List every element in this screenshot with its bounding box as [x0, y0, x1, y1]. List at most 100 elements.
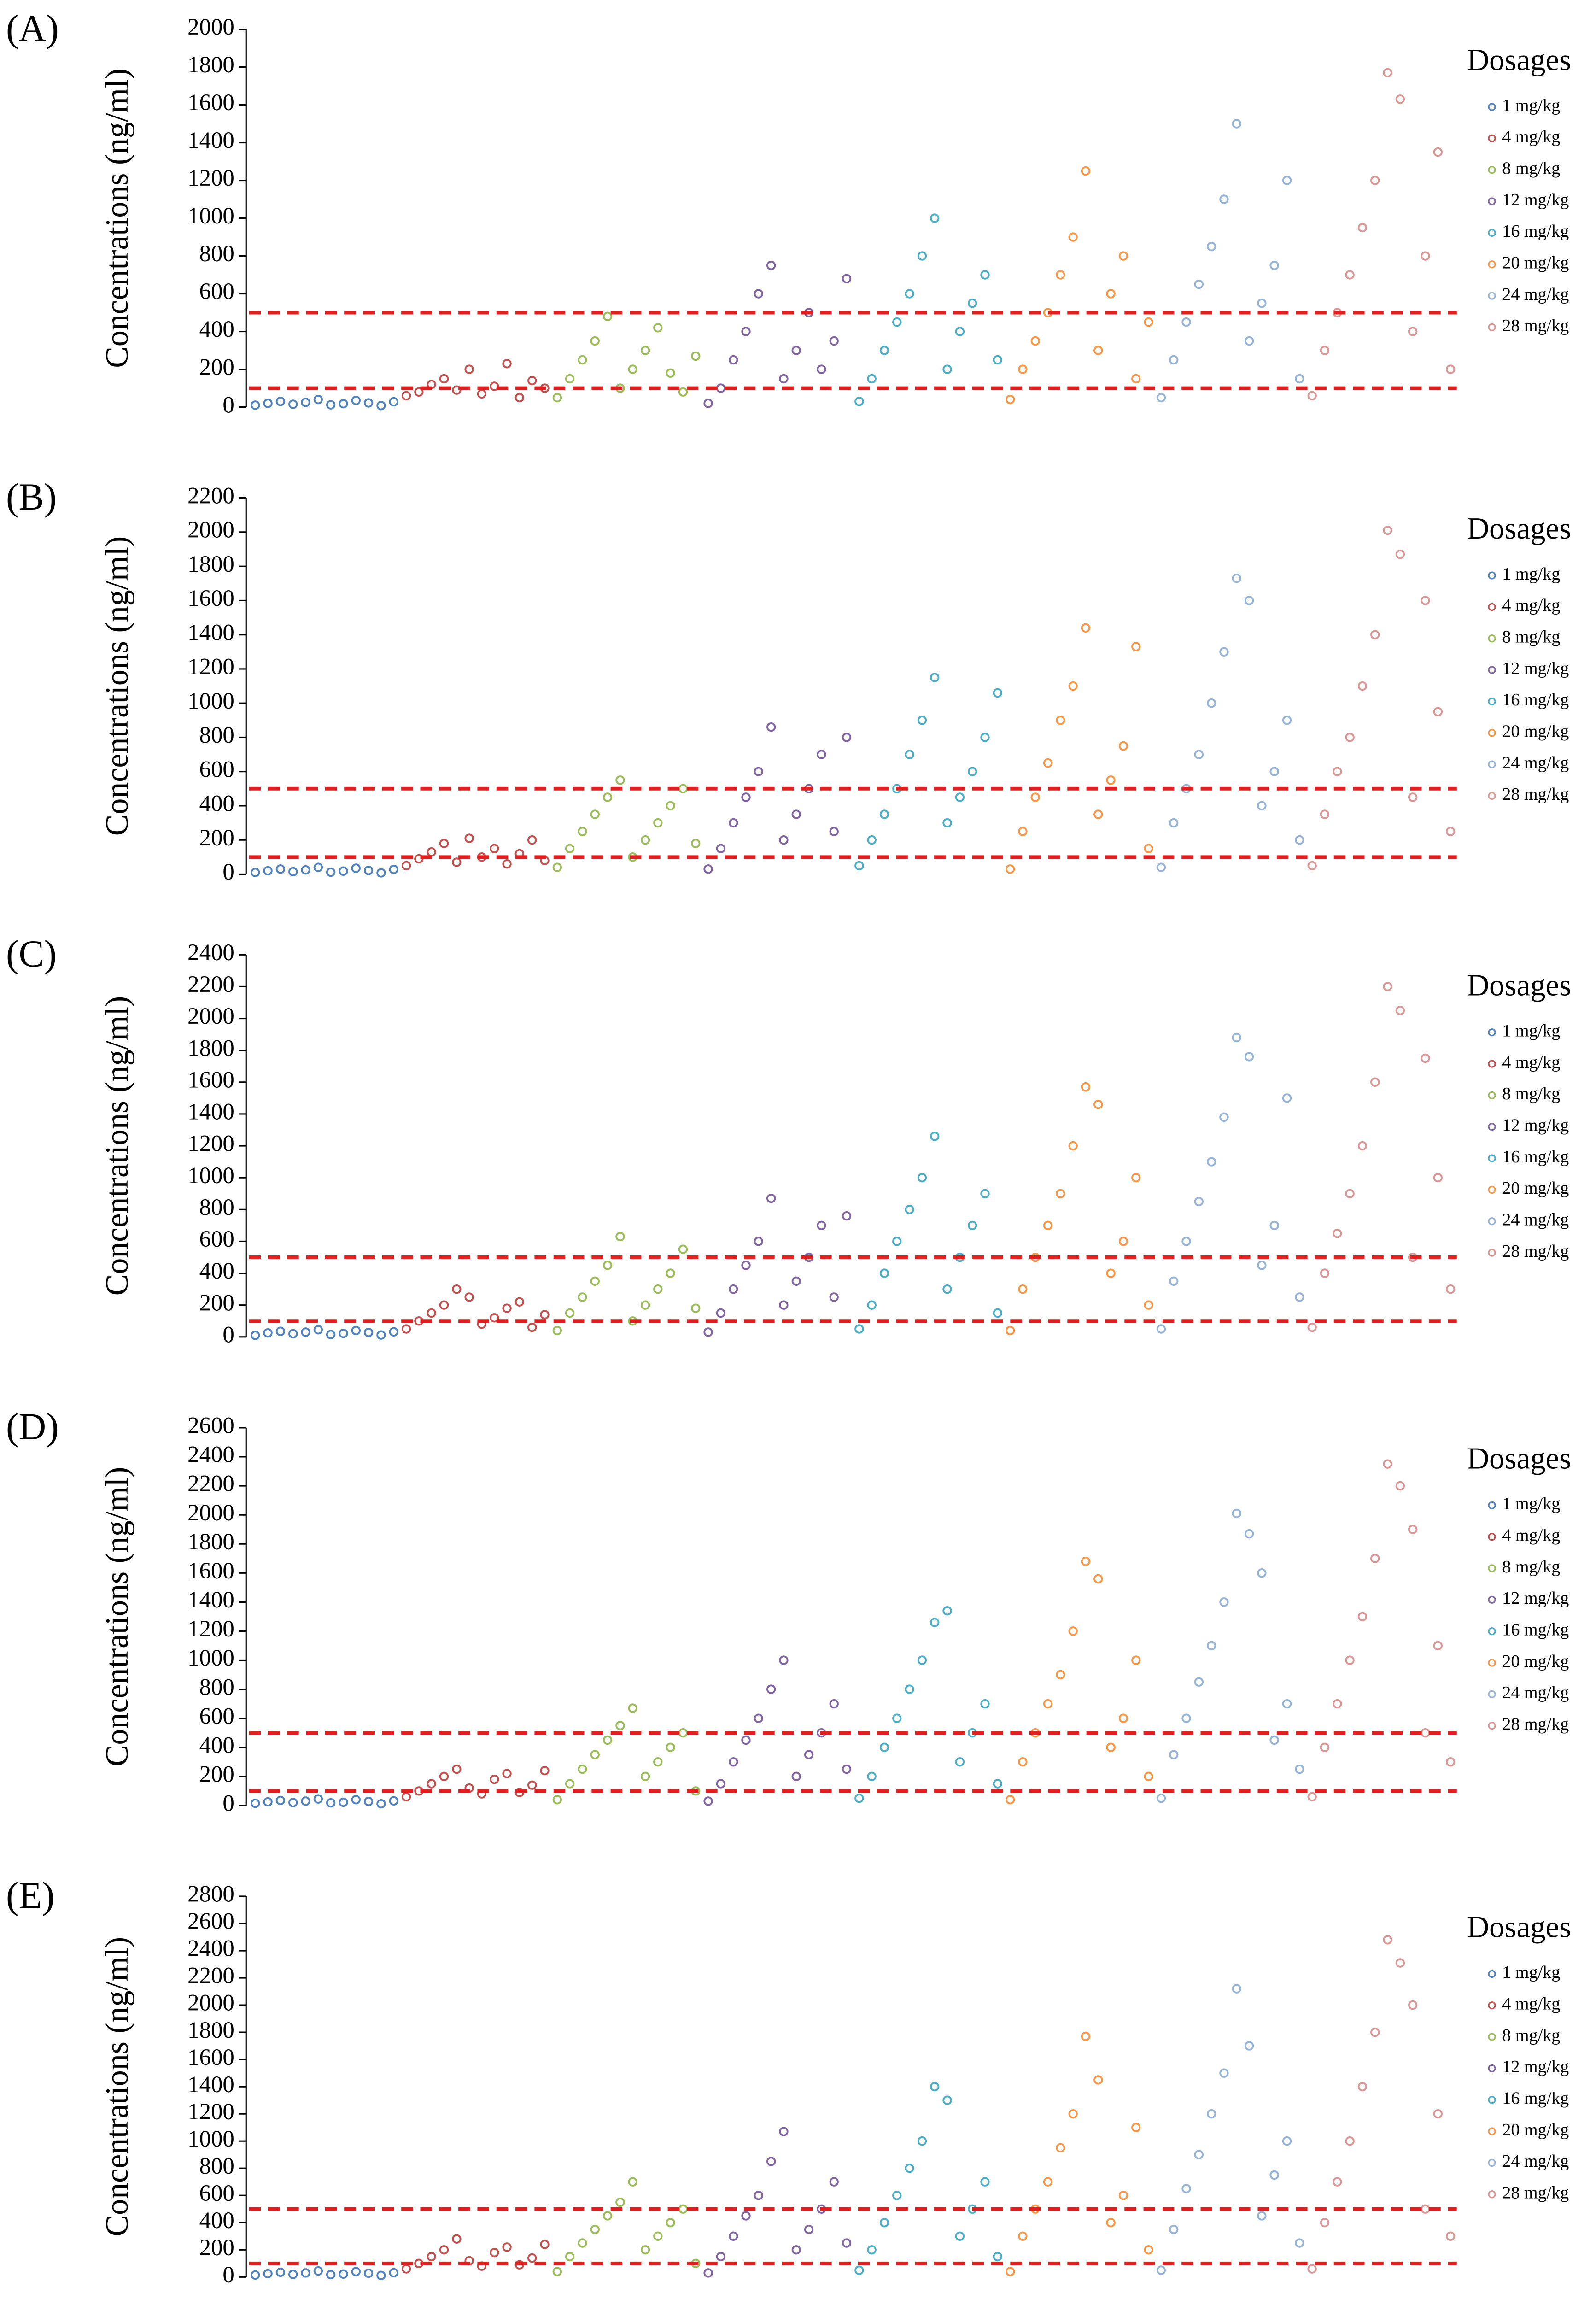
- data-point: [754, 767, 764, 776]
- data-point: [590, 2224, 600, 2234]
- data-point: [1307, 861, 1317, 871]
- legend-marker: [1488, 1722, 1496, 1730]
- data-point: [288, 1798, 298, 1807]
- data-point: [1181, 1237, 1191, 1246]
- data-point: [363, 1796, 374, 1806]
- data-point: [1307, 1322, 1317, 1332]
- data-point: [854, 397, 864, 406]
- data-point: [1206, 698, 1216, 708]
- data-point: [691, 1303, 701, 1313]
- data-point: [804, 1750, 814, 1759]
- data-point: [1131, 642, 1141, 651]
- data-point: [1156, 1793, 1166, 1803]
- data-point: [565, 1779, 575, 1789]
- y-tick-label: 2400: [187, 1442, 234, 1467]
- data-point: [942, 818, 952, 828]
- data-point: [980, 2177, 990, 2187]
- legend-marker: [1488, 1659, 1496, 1667]
- legend-marker: [1488, 1060, 1496, 1068]
- legend-label: 4 mg/kg: [1502, 127, 1560, 147]
- data-point: [766, 1193, 776, 1203]
- data-point: [729, 2231, 738, 2241]
- data-point: [427, 847, 436, 857]
- data-point: [1333, 1699, 1342, 1709]
- y-tick-label: 1000: [187, 2126, 234, 2152]
- data-point: [376, 1330, 386, 1340]
- data-point: [578, 1292, 587, 1302]
- data-point: [653, 1284, 663, 1294]
- data-point: [1333, 1228, 1342, 1238]
- legend-label: 20 mg/kg: [1502, 722, 1569, 741]
- data-point: [452, 385, 462, 395]
- y-tick-label: 800: [199, 1194, 234, 1220]
- legend-marker: [1488, 2001, 1496, 2010]
- data-point: [1320, 346, 1330, 355]
- data-point: [1357, 681, 1368, 691]
- data-point: [1206, 1641, 1216, 1651]
- data-point: [1232, 573, 1241, 583]
- data-point: [955, 1757, 965, 1767]
- data-point: [1206, 1157, 1216, 1167]
- legend-marker: [1488, 2190, 1496, 2199]
- data-point: [313, 1794, 323, 1804]
- data-point: [1144, 317, 1153, 327]
- data-point: [930, 2082, 940, 2092]
- data-point: [439, 839, 449, 848]
- data-point: [842, 274, 852, 283]
- y-tick-label: 2200: [187, 1471, 234, 1496]
- data-point: [251, 1798, 260, 1808]
- data-point: [1106, 2218, 1116, 2228]
- data-point: [1433, 707, 1443, 716]
- y-tick-label: 600: [199, 278, 234, 304]
- data-point: [401, 1792, 411, 1802]
- data-point: [452, 857, 462, 867]
- data-point: [351, 1795, 361, 1805]
- data-point: [452, 1284, 462, 1294]
- data-point: [967, 298, 977, 308]
- data-point: [401, 391, 411, 401]
- y-tick-label: 2000: [187, 517, 234, 543]
- data-point: [615, 2197, 625, 2207]
- y-tick-label: 800: [199, 2153, 234, 2179]
- data-point: [301, 2268, 310, 2278]
- data-point: [1018, 1757, 1028, 1767]
- data-point: [1018, 827, 1028, 836]
- data-point: [666, 801, 675, 811]
- y-axis-label: Concentrations (ng/ml): [99, 1467, 135, 1766]
- data-point: [716, 2252, 726, 2262]
- data-point: [275, 1795, 286, 1806]
- data-point: [301, 398, 310, 407]
- y-tick-label: 1600: [187, 2044, 234, 2070]
- data-point: [993, 1308, 1002, 1318]
- data-point: [1395, 94, 1405, 104]
- data-point: [703, 2268, 713, 2278]
- data-point: [628, 364, 637, 374]
- data-point: [1068, 2109, 1078, 2119]
- panel-label: (A): [6, 7, 59, 49]
- data-point: [892, 1237, 902, 1246]
- data-point: [439, 374, 449, 384]
- data-point: [339, 2269, 348, 2279]
- data-point: [1081, 2031, 1091, 2041]
- data-point: [754, 2191, 764, 2200]
- data-point: [628, 1703, 637, 1713]
- y-axis-label: Concentrations (ng/ml): [99, 1937, 135, 2236]
- data-point: [1445, 827, 1456, 836]
- y-tick-label: 600: [199, 2180, 234, 2206]
- y-tick-label: 800: [199, 1674, 234, 1700]
- data-point: [1118, 1237, 1128, 1246]
- data-point: [842, 1211, 852, 1221]
- data-point: [565, 844, 575, 853]
- data-point: [590, 1276, 600, 1286]
- data-point: [1269, 260, 1279, 270]
- data-point: [741, 1261, 751, 1270]
- data-point: [1232, 1032, 1241, 1043]
- data-point: [1269, 767, 1279, 776]
- legend-marker: [1488, 666, 1496, 674]
- data-point: [791, 809, 801, 819]
- data-point: [540, 2240, 550, 2249]
- data-point: [1219, 2068, 1229, 2078]
- legend-label: 12 mg/kg: [1502, 1589, 1569, 1608]
- legend-label: 8 mg/kg: [1502, 1557, 1560, 1577]
